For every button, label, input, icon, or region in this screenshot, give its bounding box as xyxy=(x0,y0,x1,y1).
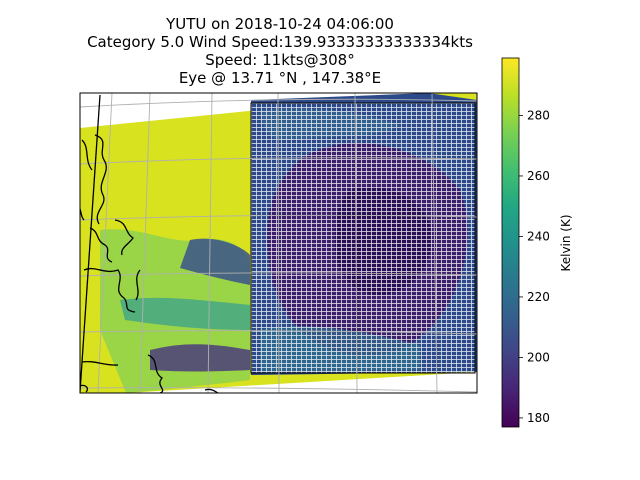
map-area xyxy=(80,93,477,393)
ir-west-teal xyxy=(120,297,250,330)
sample-grid-overlay xyxy=(251,103,475,373)
graticule xyxy=(80,93,477,393)
colorbar-tick-label: 200 xyxy=(527,350,550,364)
colorbar-tick-label: 220 xyxy=(527,290,550,304)
title-line-4: Eye @ 13.71 °N , 147.38°E xyxy=(178,69,382,87)
colorbar-ticks: 180 200 220 240 260 280 xyxy=(519,108,550,425)
colorbar-label: Kelvin (K) xyxy=(559,214,573,271)
axes-frame xyxy=(79,92,478,394)
colorbar-tick-label: 180 xyxy=(527,411,550,425)
colorbar-tick-label: 240 xyxy=(527,229,550,243)
colorbar-tick-label: 260 xyxy=(527,169,550,183)
title-line-1: YUTU on 2018-10-24 04:06:00 xyxy=(166,15,394,33)
title-line-2: Category 5.0 Wind Speed:139.933333333333… xyxy=(87,33,473,51)
title-line-3: Speed: 11kts@308° xyxy=(205,51,355,69)
ir-west-cold-band-2 xyxy=(150,344,250,372)
colorbar-tick-label: 280 xyxy=(527,108,550,122)
colorbar xyxy=(501,57,520,428)
coastlines xyxy=(80,94,219,393)
